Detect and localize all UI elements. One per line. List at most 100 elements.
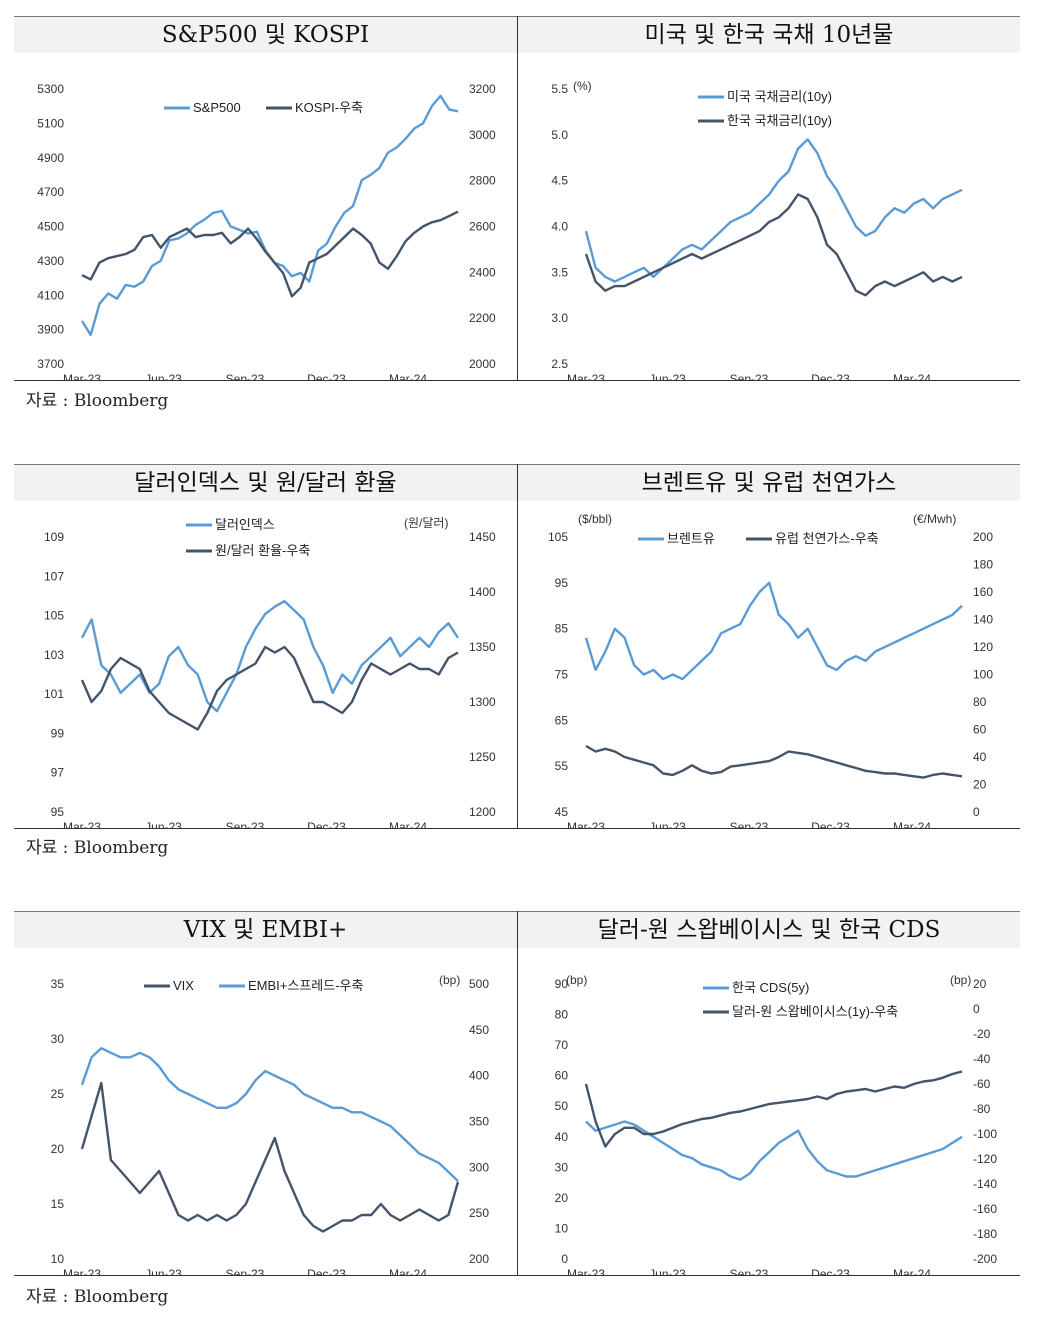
y-tick-left: 90 — [555, 977, 569, 991]
y-tick-left: 20 — [555, 1191, 569, 1205]
y-tick-right: 0 — [973, 1002, 980, 1016]
y-tick-right: -100 — [973, 1127, 997, 1141]
y-tick-left: 30 — [51, 1032, 65, 1046]
x-tick: Mar-23 — [63, 372, 101, 380]
y-tick-left: 3.5 — [551, 265, 568, 279]
source-note: 자료 : Bloomberg — [26, 391, 169, 411]
x-tick: Dec-23 — [811, 1267, 850, 1275]
y-tick-left: 3900 — [37, 323, 64, 337]
series-line-1 — [585, 744, 963, 779]
y-tick-right: 1200 — [469, 805, 496, 819]
y-tick-right: -40 — [973, 1052, 991, 1066]
legend-label: 한국 CDS(5y) — [732, 980, 809, 995]
legend-label: EMBI+스프레드-우축 — [248, 978, 364, 993]
y-tick-left: 105 — [548, 530, 568, 544]
y-tick-right: -200 — [973, 1252, 997, 1266]
y-tick-right: 1350 — [469, 640, 496, 654]
y-tick-right: -160 — [973, 1202, 997, 1216]
source-note: 자료 : Bloomberg — [26, 838, 169, 858]
y-tick-left: 4700 — [37, 185, 64, 199]
legend-label: S&P500 — [193, 100, 241, 115]
y-tick-right: 2600 — [469, 220, 496, 234]
y-tick-right: 300 — [469, 1160, 489, 1174]
chart-brent-gas: 1059585756555452001801601401201008060402… — [548, 512, 993, 828]
y-tick-left: 5300 — [37, 82, 64, 96]
legend-label: 원/달러 환율-우축 — [215, 543, 310, 558]
y-tick-right: 1400 — [469, 585, 496, 599]
legend-label: 달러-원 스왑베이시스(1y)-우축 — [732, 1004, 898, 1019]
y-tick-left: 4500 — [37, 220, 64, 234]
series-line-1 — [81, 210, 459, 298]
y-tick-right: 0 — [973, 805, 980, 819]
series-line-0 — [80, 94, 459, 336]
y-tick-right: 2400 — [469, 265, 496, 279]
x-tick: Jun-23 — [145, 372, 182, 380]
x-tick: Mar-23 — [63, 820, 101, 828]
y-tick-right: -60 — [973, 1077, 991, 1091]
y-tick-left: 107 — [44, 569, 64, 583]
y-tick-left: 15 — [51, 1197, 65, 1211]
y-tick-right: 40 — [973, 750, 987, 764]
row-bottom-rule — [14, 1275, 1020, 1276]
y-tick-left: 75 — [555, 668, 569, 682]
y-tick-left: 5.5 — [551, 82, 568, 96]
x-tick: Mar-23 — [63, 1267, 101, 1275]
unit-label-left: ($/bbl) — [578, 512, 612, 526]
y-tick-right: 3000 — [469, 128, 496, 142]
x-tick: Sep-23 — [730, 1267, 769, 1275]
y-tick-left: 70 — [555, 1038, 569, 1052]
y-tick-right: 20 — [973, 778, 987, 792]
x-tick: Sep-23 — [226, 1267, 265, 1275]
y-tick-left: 80 — [555, 1008, 569, 1022]
chart-title: 브렌트유 및 유럽 천연가스 — [518, 465, 1020, 501]
y-tick-right: 200 — [973, 530, 993, 544]
y-tick-right: 60 — [973, 723, 987, 737]
y-tick-left: 5.0 — [551, 128, 568, 142]
y-tick-right: 200 — [469, 1252, 489, 1266]
chart-panel-brent-gas: 브렌트유 및 유럽 천연가스 105 95 85 75 65 55 45 200 180 160 1… — [518, 465, 1020, 828]
y-tick-left: 4100 — [37, 288, 64, 302]
x-tick: Mar-23 — [567, 820, 605, 828]
y-tick-right: 120 — [973, 640, 993, 654]
row-divider — [517, 464, 518, 828]
x-tick: Mar-23 — [567, 372, 605, 380]
x-tick: Sep-23 — [730, 820, 769, 828]
y-tick-left: 4900 — [37, 151, 64, 165]
y-tick-right: 140 — [973, 613, 993, 627]
unit-label-left: (bp) — [566, 973, 587, 987]
y-tick-left: 103 — [44, 648, 64, 662]
y-tick-right: 100 — [973, 668, 993, 682]
chart-sp500-kospi: 5300 5100 4900 4700 4500 4300 4100 3900 3700 3200… — [37, 82, 496, 380]
y-tick-right: 2200 — [469, 311, 496, 325]
y-tick-right: -140 — [973, 1177, 997, 1191]
chart-panel-dxy-krw: 달러인덱스 및 원/달러 환율 109 107 105 103 101 99 97 95 145… — [14, 465, 517, 828]
x-tick: Jun-23 — [649, 820, 686, 828]
y-tick-right: 1250 — [469, 750, 496, 764]
y-tick-right: 350 — [469, 1115, 489, 1129]
series-line-0 — [584, 138, 963, 283]
y-tick-left: 95 — [555, 576, 569, 590]
x-tick: Dec-23 — [307, 1267, 346, 1275]
y-tick-left: 65 — [555, 713, 569, 727]
chart-title: 달러인덱스 및 원/달러 환율 — [14, 465, 517, 501]
legend-label: 브렌트유 — [667, 531, 715, 546]
y-tick-left: 3.0 — [551, 311, 568, 325]
x-tick: Mar-24 — [389, 372, 427, 380]
series-line-1 — [584, 193, 963, 297]
series-line-0 — [585, 1120, 963, 1181]
y-tick-left: 30 — [555, 1160, 569, 1174]
chart-panel-sp500-kospi: S&P500 및 KOSPI 5300 5100 4900 4700 4500 4300 4… — [14, 17, 517, 380]
y-tick-left: 40 — [555, 1130, 569, 1144]
y-tick-right: 1450 — [469, 530, 496, 544]
y-tick-left: 50 — [555, 1099, 569, 1113]
y-tick-left: 2.5 — [551, 357, 568, 371]
y-tick-right: 2000 — [469, 357, 496, 371]
unit-label-right: (원/달러) — [404, 516, 448, 530]
chart-panel-vix-embi: VIX 및 EMBI+ 35 30 25 20 15 10 500 450 400 350 300 2… — [14, 912, 517, 1275]
chart-title: S&P500 및 KOSPI — [14, 17, 517, 53]
x-tick: Mar-24 — [389, 820, 427, 828]
chart-panel-treasury-10y: 미국 및 한국 국채 10년물 5.5 5.0 4.5 4.0 3.5 3.0 2.5 Mar… — [518, 17, 1020, 380]
y-tick-left: 60 — [555, 1069, 569, 1083]
y-tick-right: 500 — [469, 977, 489, 991]
x-tick: Dec-23 — [307, 372, 346, 380]
